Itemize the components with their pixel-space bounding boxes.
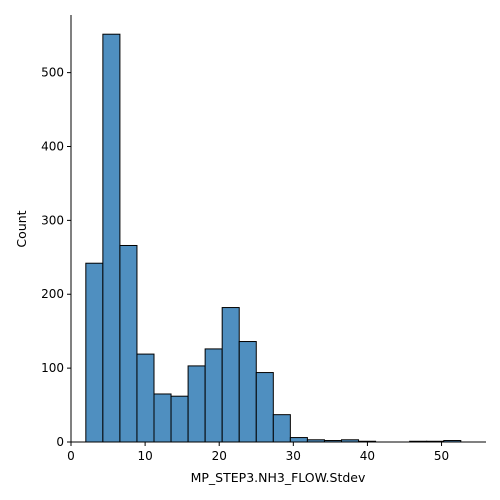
y-axis-label: Count	[14, 210, 29, 247]
y-tick-label-500: 500	[41, 66, 64, 80]
x-tick-label-30: 30	[286, 449, 301, 463]
histogram-bar-0	[85, 262, 104, 443]
x-axis-label: MP_STEP3.NH3_FLOW.Stdev	[191, 470, 366, 485]
x-tick-label-40: 40	[360, 449, 375, 463]
y-tick-label-300: 300	[41, 213, 64, 227]
bars-group	[85, 33, 462, 443]
histogram-bar-3	[136, 353, 155, 443]
y-tick-label-200: 200	[41, 287, 64, 301]
y-tick-label-400: 400	[41, 139, 64, 153]
histogram-bar-1	[102, 33, 121, 443]
histogram-bar-5	[170, 395, 189, 443]
y-tick-label-100: 100	[41, 361, 64, 375]
histogram-bar-10	[255, 372, 274, 443]
histogram-bar-8	[221, 307, 240, 443]
x-tick-label-10: 10	[137, 449, 152, 463]
x-tick-label-50: 50	[434, 449, 449, 463]
x-axis-ticks: 0 10 20 30 40 50	[67, 442, 449, 463]
y-axis-ticks: 0 100 200 300 400 500	[41, 66, 71, 449]
histogram-bar-7	[204, 348, 223, 443]
histogram-bar-4	[153, 393, 172, 443]
histogram-bar-12	[289, 437, 308, 443]
x-tick-label-20: 20	[212, 449, 227, 463]
x-tick-label-0: 0	[67, 449, 75, 463]
histogram-bar-9	[238, 341, 257, 443]
histogram-bar-11	[272, 414, 291, 443]
histogram-bar-6	[187, 365, 206, 443]
histogram-bar-2	[119, 244, 138, 443]
y-tick-label-0: 0	[56, 435, 64, 449]
